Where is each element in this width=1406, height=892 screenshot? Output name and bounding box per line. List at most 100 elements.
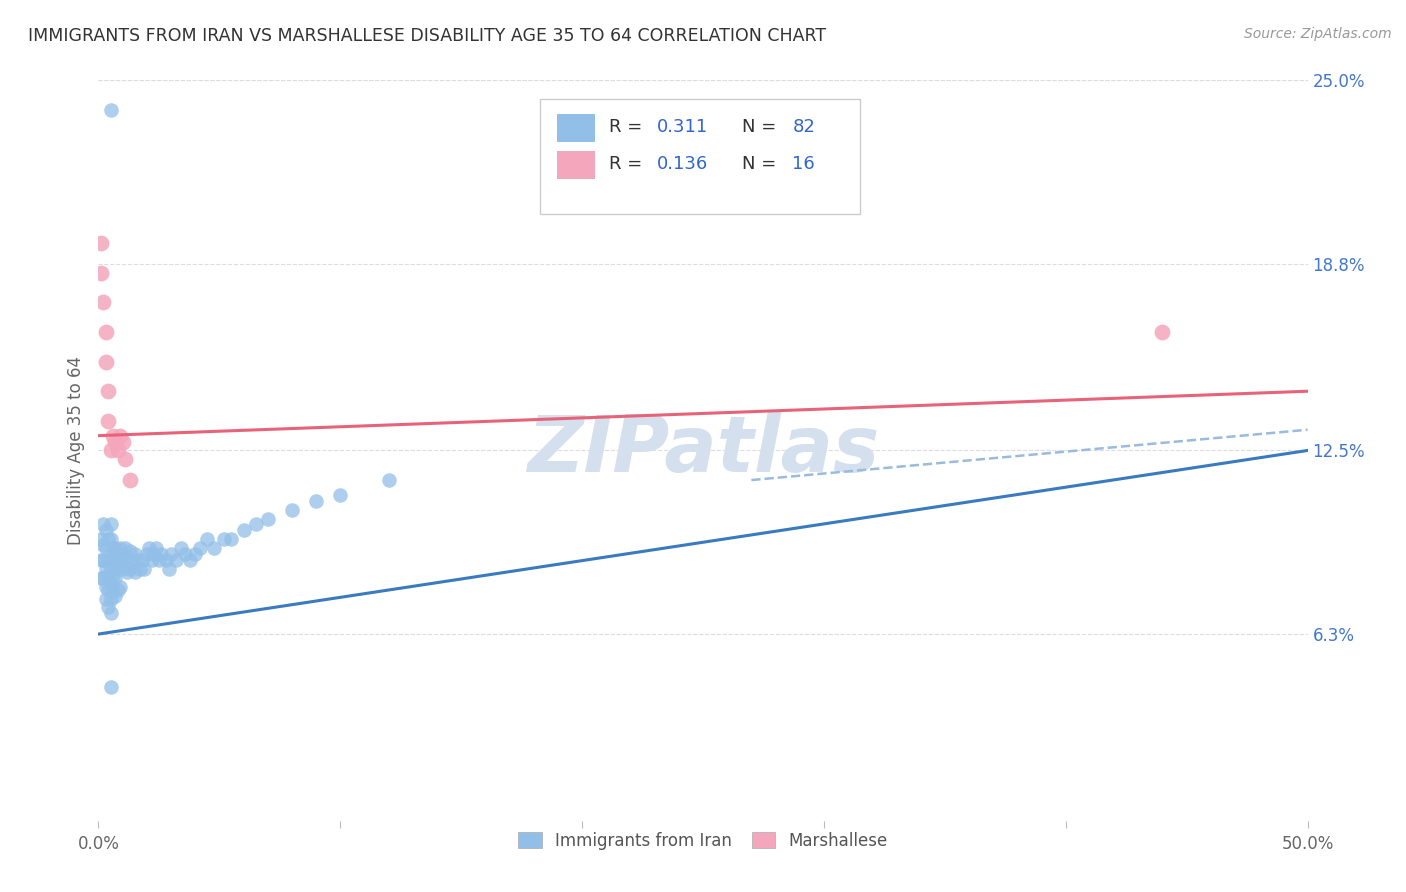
Point: [169, 541, 191, 556]
Point: [100, 562, 122, 576]
Point: [108, 428, 131, 442]
Point: [377, 473, 399, 487]
Point: [90, 266, 112, 280]
Text: IMMIGRANTS FROM IRAN VS MARSHALLESE DISABILITY AGE 35 TO 64 CORRELATION CHART: IMMIGRANTS FROM IRAN VS MARSHALLESE DISA…: [28, 27, 827, 45]
Point: [232, 524, 254, 538]
Point: [245, 517, 267, 532]
Point: [100, 591, 122, 606]
Point: [127, 553, 149, 567]
FancyBboxPatch shape: [540, 99, 860, 213]
Point: [184, 547, 207, 561]
Point: [104, 553, 127, 567]
Point: [108, 558, 131, 573]
Legend: Immigrants from Iran, Marshallese: Immigrants from Iran, Marshallese: [512, 825, 894, 856]
Point: [97, 567, 120, 582]
Point: [100, 533, 122, 547]
Point: [174, 547, 197, 561]
Point: [188, 541, 211, 556]
Point: [94, 325, 117, 339]
Point: [107, 443, 129, 458]
Point: [97, 414, 120, 428]
Point: [90, 533, 112, 547]
Text: R =: R =: [609, 155, 648, 173]
Point: [107, 562, 129, 576]
Point: [107, 547, 129, 561]
Point: [114, 558, 136, 573]
Point: [114, 452, 136, 467]
Point: [91, 295, 114, 310]
Point: [114, 541, 136, 556]
Point: [157, 562, 180, 576]
Point: [135, 547, 157, 561]
Point: [97, 533, 120, 547]
Point: [97, 600, 120, 615]
Point: [108, 580, 131, 594]
Point: [128, 562, 150, 576]
Point: [165, 553, 187, 567]
Text: ZIPatlas: ZIPatlas: [527, 412, 879, 489]
Point: [91, 517, 114, 532]
Point: [91, 553, 114, 567]
Point: [121, 553, 143, 567]
Point: [118, 544, 141, 558]
Point: [117, 550, 139, 565]
Point: [97, 553, 120, 567]
Point: [100, 443, 122, 458]
Point: [118, 473, 141, 487]
Text: Source: ZipAtlas.com: Source: ZipAtlas.com: [1244, 27, 1392, 41]
Point: [101, 553, 124, 567]
Text: 0.136: 0.136: [657, 155, 709, 173]
Point: [138, 541, 160, 556]
Point: [131, 553, 153, 567]
Point: [204, 541, 226, 556]
Point: [94, 524, 117, 538]
Point: [124, 565, 146, 579]
Point: [90, 553, 112, 567]
Point: [281, 502, 304, 516]
Point: [94, 541, 117, 556]
Point: [107, 582, 129, 597]
Point: [90, 571, 112, 585]
Text: R =: R =: [609, 118, 648, 136]
Point: [91, 538, 114, 552]
Point: [111, 434, 134, 449]
Point: [101, 582, 124, 597]
Point: [104, 541, 127, 556]
Point: [1152, 325, 1174, 339]
Point: [212, 533, 235, 547]
Point: [256, 511, 278, 525]
Point: [97, 384, 120, 399]
FancyBboxPatch shape: [557, 113, 595, 142]
Text: N =: N =: [742, 155, 782, 173]
Text: 0.311: 0.311: [657, 118, 709, 136]
Point: [94, 354, 117, 368]
Point: [94, 562, 117, 576]
Point: [100, 576, 122, 591]
Point: [91, 571, 114, 585]
Point: [97, 582, 120, 597]
Point: [111, 562, 134, 576]
Point: [141, 553, 163, 567]
Point: [101, 541, 124, 556]
Point: [104, 571, 127, 585]
Point: [94, 591, 117, 606]
Point: [329, 488, 352, 502]
Y-axis label: Disability Age 35 to 64: Disability Age 35 to 64: [66, 356, 84, 545]
Point: [100, 547, 122, 561]
Point: [124, 547, 146, 561]
Point: [104, 589, 127, 603]
Point: [148, 553, 170, 567]
Point: [90, 236, 112, 251]
Point: [195, 533, 218, 547]
Point: [94, 580, 117, 594]
Point: [155, 553, 177, 567]
Point: [145, 541, 167, 556]
Point: [101, 567, 124, 582]
Point: [108, 541, 131, 556]
Point: [143, 547, 166, 561]
Point: [100, 103, 122, 117]
Point: [305, 493, 328, 508]
Point: [117, 565, 139, 579]
Point: [118, 562, 141, 576]
Point: [100, 681, 122, 695]
